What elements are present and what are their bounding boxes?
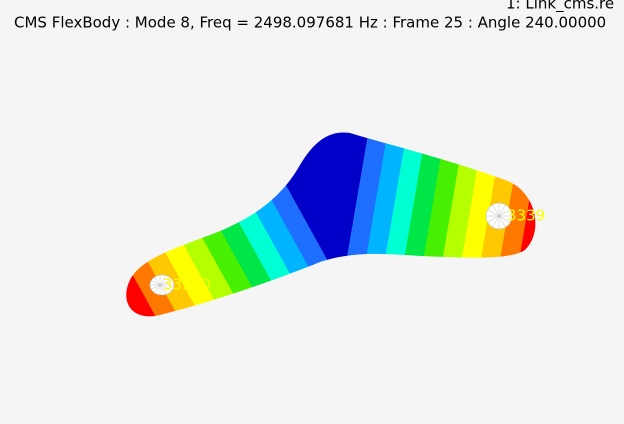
mesh-edge <box>498 215 511 223</box>
animation-title: CMS FlexBody : Mode 8, Freq = 2498.09768… <box>14 14 606 32</box>
mesh-edge <box>149 279 161 286</box>
model-name: 1: Link_cms.re <box>506 0 614 14</box>
node-label: 33300 <box>163 276 211 294</box>
hole-right <box>485 202 513 230</box>
mesh-edge <box>153 284 161 294</box>
mesh-edge <box>487 215 500 223</box>
hole-left <box>148 274 175 296</box>
mesh-edge <box>159 284 171 291</box>
mesh-edge <box>153 276 161 286</box>
mesh-edge <box>492 215 500 228</box>
mesh-edge <box>159 279 171 286</box>
mesh-edge <box>159 276 167 286</box>
mesh-edge <box>149 284 161 291</box>
mesh-edge <box>498 215 506 228</box>
mesh-edge <box>487 209 500 217</box>
node-label: 3339 <box>507 207 545 225</box>
mesh-edge <box>159 284 167 294</box>
mesh-edge <box>492 204 500 217</box>
mesh-edge <box>498 209 511 217</box>
mesh-edge <box>498 204 506 217</box>
